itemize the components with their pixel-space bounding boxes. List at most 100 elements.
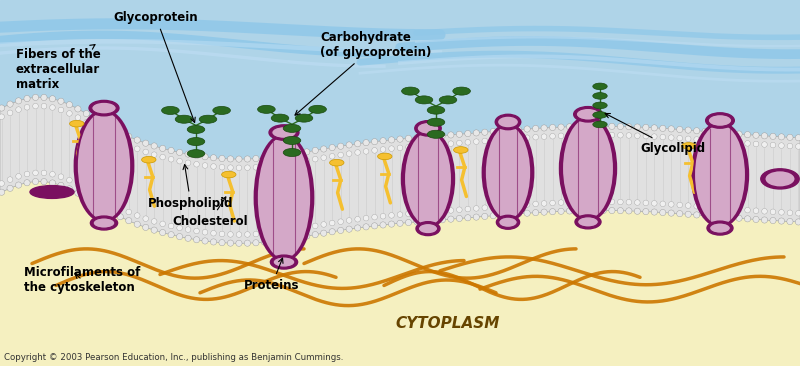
Ellipse shape [668,210,674,216]
Ellipse shape [24,180,30,186]
Ellipse shape [498,217,518,227]
Ellipse shape [236,240,242,246]
Ellipse shape [74,190,81,196]
Text: Microfilaments of
the cytoskeleton: Microfilaments of the cytoskeleton [24,266,140,294]
Ellipse shape [533,201,538,207]
Text: Carbohydrate
(of glycoprotein): Carbohydrate (of glycoprotein) [295,31,431,115]
Ellipse shape [380,138,386,144]
Ellipse shape [177,225,182,231]
Ellipse shape [194,153,200,159]
Ellipse shape [380,147,386,152]
Ellipse shape [745,207,750,213]
Ellipse shape [134,213,140,219]
Ellipse shape [372,214,378,220]
Ellipse shape [507,127,514,133]
Ellipse shape [142,224,149,231]
Ellipse shape [542,201,547,206]
Ellipse shape [194,161,199,167]
Ellipse shape [787,143,793,149]
Ellipse shape [778,143,784,148]
Ellipse shape [244,240,250,246]
Circle shape [187,138,205,146]
Ellipse shape [762,209,767,214]
Ellipse shape [566,208,573,214]
Ellipse shape [253,231,258,237]
Ellipse shape [74,109,134,223]
Ellipse shape [566,124,573,130]
Ellipse shape [338,143,344,149]
Circle shape [142,156,156,163]
Ellipse shape [346,151,352,156]
Ellipse shape [228,232,234,237]
Ellipse shape [202,238,208,244]
Ellipse shape [15,182,22,188]
Ellipse shape [592,208,598,214]
Ellipse shape [33,103,38,109]
Ellipse shape [363,224,370,230]
Ellipse shape [498,212,505,218]
Circle shape [162,107,179,115]
Ellipse shape [795,219,800,225]
Ellipse shape [0,114,4,120]
Ellipse shape [92,199,98,206]
Ellipse shape [465,206,470,212]
Ellipse shape [626,208,632,214]
Ellipse shape [761,169,799,189]
Ellipse shape [58,98,64,104]
Ellipse shape [430,133,437,139]
Ellipse shape [329,229,335,235]
Ellipse shape [710,223,730,233]
Ellipse shape [371,223,378,229]
Ellipse shape [642,124,649,131]
Ellipse shape [168,232,174,238]
Circle shape [593,112,607,118]
Ellipse shape [109,125,115,131]
Ellipse shape [474,139,479,145]
Ellipse shape [694,212,700,218]
Ellipse shape [778,209,784,215]
Ellipse shape [389,146,394,152]
Ellipse shape [109,201,114,206]
Ellipse shape [719,214,726,220]
Ellipse shape [796,210,800,216]
Ellipse shape [584,132,590,138]
Ellipse shape [592,199,598,205]
Ellipse shape [558,115,618,221]
Ellipse shape [118,138,123,144]
Ellipse shape [507,211,514,217]
Ellipse shape [754,141,759,147]
Ellipse shape [236,232,242,238]
Ellipse shape [270,154,276,160]
Ellipse shape [669,202,674,207]
Ellipse shape [507,203,513,209]
Ellipse shape [151,219,157,224]
Ellipse shape [236,156,242,162]
Ellipse shape [448,132,454,138]
Ellipse shape [710,129,717,135]
Ellipse shape [93,218,115,228]
Ellipse shape [389,221,394,227]
Ellipse shape [618,123,623,130]
Circle shape [70,120,84,127]
Ellipse shape [126,142,131,148]
Ellipse shape [765,171,795,187]
Ellipse shape [406,144,411,150]
Circle shape [330,160,344,166]
Ellipse shape [694,137,699,142]
Ellipse shape [660,201,666,207]
Ellipse shape [465,139,470,145]
Ellipse shape [363,139,370,146]
Ellipse shape [245,232,250,237]
Ellipse shape [787,210,793,216]
Circle shape [439,96,457,104]
Circle shape [271,114,289,122]
Ellipse shape [355,150,361,155]
Circle shape [175,115,193,123]
Ellipse shape [728,139,734,145]
Polygon shape [0,97,800,243]
Ellipse shape [719,139,725,144]
Ellipse shape [474,206,479,211]
Ellipse shape [134,137,140,143]
Ellipse shape [406,135,411,142]
Ellipse shape [16,107,22,112]
